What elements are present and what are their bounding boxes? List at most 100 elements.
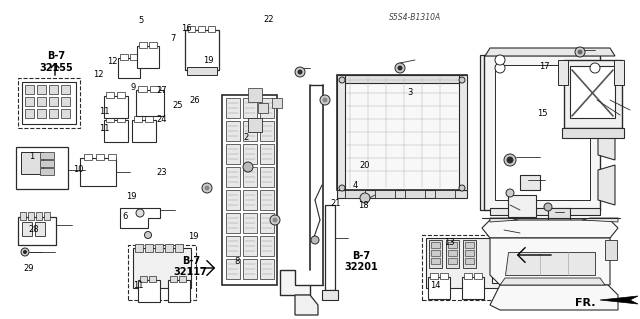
- Bar: [448, 242, 457, 248]
- Bar: [465, 250, 474, 256]
- Bar: [465, 242, 474, 248]
- Text: 10: 10: [73, 165, 83, 174]
- Bar: [155, 244, 163, 252]
- Bar: [435, 190, 455, 198]
- Bar: [226, 98, 240, 118]
- Bar: [170, 276, 177, 282]
- Bar: [25, 85, 34, 94]
- Bar: [140, 276, 147, 282]
- Circle shape: [506, 189, 514, 197]
- Bar: [128, 245, 196, 300]
- Text: 28: 28: [28, 225, 38, 234]
- Circle shape: [339, 77, 345, 83]
- Bar: [208, 26, 215, 32]
- Bar: [448, 258, 457, 264]
- Bar: [258, 103, 268, 113]
- Bar: [448, 250, 457, 256]
- Bar: [430, 273, 438, 279]
- Text: 5: 5: [138, 16, 143, 25]
- Bar: [36, 212, 42, 220]
- Polygon shape: [598, 75, 615, 115]
- Bar: [548, 208, 570, 226]
- Circle shape: [544, 203, 552, 211]
- Bar: [40, 160, 54, 167]
- Circle shape: [311, 236, 319, 244]
- Bar: [243, 190, 257, 210]
- Text: 25: 25: [173, 101, 183, 110]
- Circle shape: [273, 218, 277, 222]
- Bar: [243, 259, 257, 279]
- Bar: [426, 238, 508, 288]
- Bar: [37, 97, 46, 106]
- Bar: [337, 75, 345, 190]
- Polygon shape: [120, 208, 160, 228]
- Bar: [248, 88, 262, 102]
- Bar: [508, 195, 536, 217]
- Bar: [431, 250, 440, 256]
- Text: 19: 19: [204, 56, 214, 65]
- Bar: [145, 244, 153, 252]
- Bar: [463, 240, 476, 268]
- Bar: [40, 168, 54, 175]
- Bar: [492, 265, 512, 283]
- Text: 12: 12: [93, 70, 103, 79]
- Bar: [226, 213, 240, 233]
- Bar: [44, 212, 50, 220]
- Circle shape: [136, 209, 144, 217]
- Bar: [134, 116, 142, 122]
- Bar: [564, 60, 622, 128]
- Bar: [20, 212, 26, 220]
- Bar: [117, 92, 125, 98]
- Bar: [150, 86, 159, 92]
- Text: 11: 11: [99, 107, 109, 115]
- Text: 20: 20: [360, 161, 370, 170]
- Bar: [138, 86, 147, 92]
- Bar: [260, 121, 274, 141]
- Text: 11: 11: [99, 124, 109, 133]
- Polygon shape: [600, 296, 638, 304]
- Bar: [226, 144, 240, 164]
- Bar: [243, 167, 257, 187]
- Polygon shape: [295, 295, 318, 315]
- Text: 8: 8: [234, 257, 239, 266]
- Bar: [570, 66, 615, 118]
- Text: B-7
32201: B-7 32201: [345, 251, 378, 272]
- Text: 6: 6: [122, 212, 127, 221]
- Bar: [149, 276, 156, 282]
- Text: 12: 12: [107, 57, 117, 66]
- Text: 19: 19: [188, 232, 198, 241]
- Bar: [243, 213, 257, 233]
- Bar: [260, 236, 274, 256]
- Circle shape: [205, 186, 209, 190]
- Circle shape: [243, 162, 253, 172]
- Bar: [25, 109, 34, 118]
- Bar: [61, 109, 70, 118]
- Bar: [22, 222, 32, 236]
- Circle shape: [323, 98, 327, 102]
- Bar: [337, 190, 467, 198]
- Polygon shape: [495, 65, 590, 200]
- Polygon shape: [490, 218, 518, 222]
- Polygon shape: [280, 270, 310, 295]
- Circle shape: [339, 185, 345, 191]
- Text: 9: 9: [131, 83, 136, 92]
- Text: 17: 17: [539, 63, 549, 71]
- Bar: [260, 167, 274, 187]
- Bar: [22, 82, 76, 124]
- Bar: [243, 144, 257, 164]
- Bar: [149, 42, 157, 48]
- Bar: [96, 154, 104, 160]
- Text: 13: 13: [444, 238, 454, 247]
- Text: 29: 29: [23, 264, 33, 273]
- Bar: [16, 147, 68, 189]
- Circle shape: [459, 185, 465, 191]
- Text: 4: 4: [353, 181, 358, 189]
- Bar: [37, 109, 46, 118]
- Text: 27: 27: [156, 86, 166, 95]
- Bar: [139, 42, 147, 48]
- Circle shape: [459, 77, 465, 83]
- Polygon shape: [582, 218, 618, 222]
- Polygon shape: [485, 48, 615, 56]
- Text: 26: 26: [190, 96, 200, 105]
- Bar: [35, 222, 45, 236]
